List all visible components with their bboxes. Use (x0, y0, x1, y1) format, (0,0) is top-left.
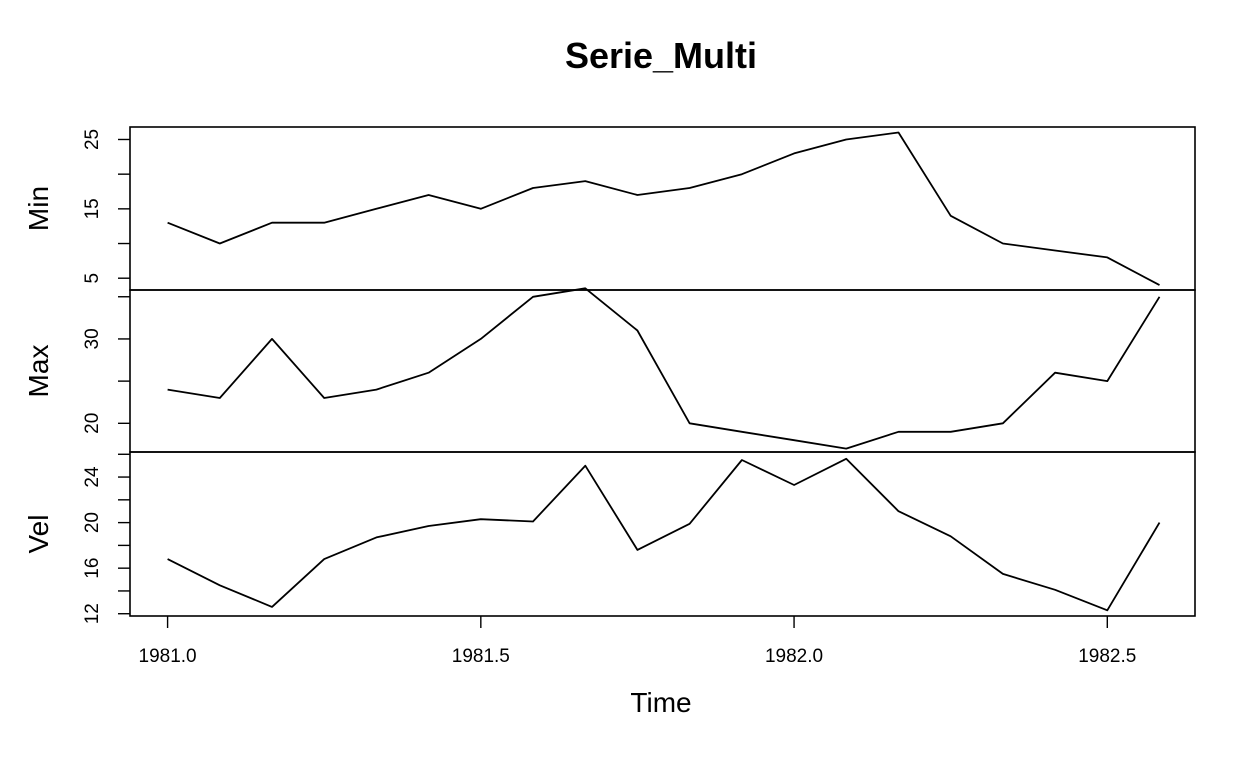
x-tick-label: 1981.0 (139, 646, 197, 667)
x-tick-label: 1982.0 (765, 646, 823, 667)
series-line-vel (167, 457, 1161, 612)
panels-layer: 5 15 25 Min 20 30 Max 12 16 20 24 Vel (23, 126, 1196, 624)
x-tick-label: 1981.5 (452, 646, 510, 667)
y-axis-label: Max (23, 345, 54, 398)
y-tick-label: 15 (82, 198, 103, 219)
y-tick-label: 25 (82, 129, 103, 150)
y-axis-label: Min (23, 186, 54, 231)
chart-title: Serie_Multi (565, 35, 757, 76)
panel-frame (129, 289, 1196, 453)
y-tick-label: 20 (82, 512, 103, 533)
panel-frame (129, 126, 1196, 291)
y-tick-label: 20 (82, 413, 103, 434)
y-tick-label: 30 (82, 328, 103, 349)
panel-vel: 12 16 20 24 Vel (23, 451, 1196, 624)
x-axis-label: Time (630, 687, 691, 718)
panel-max: 20 30 Max (23, 287, 1196, 453)
y-tick-label: 16 (82, 558, 103, 579)
y-tick-label: 12 (82, 603, 103, 624)
series-line-max (167, 287, 1161, 450)
y-axis-label: Vel (23, 515, 54, 554)
panel-frame (129, 451, 1196, 617)
y-tick-label: 24 (82, 466, 103, 488)
y-tick-label: 5 (82, 273, 103, 284)
x-tick-label: 1982.5 (1078, 646, 1136, 667)
x-axis: 1981.0 1981.5 1982.0 1982.5 (139, 616, 1136, 667)
panel-min: 5 15 25 Min (23, 126, 1196, 291)
series-line-min (167, 131, 1160, 286)
